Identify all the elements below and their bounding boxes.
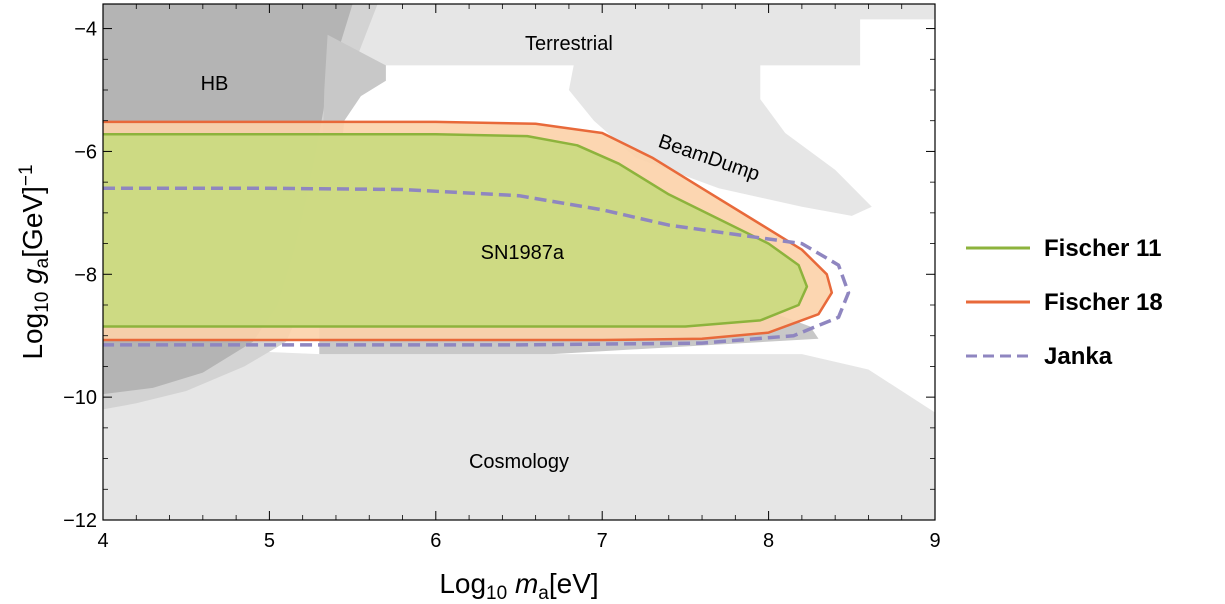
x-tick-label: 5 xyxy=(264,530,275,552)
y-tick-label: −10 xyxy=(63,387,97,409)
x-tick-label: 9 xyxy=(929,530,940,552)
region-beamdump xyxy=(568,4,872,216)
label-cosmology: Cosmology xyxy=(469,451,569,473)
y-tick-label: −12 xyxy=(63,510,97,532)
legend-item-fischer-11: Fischer 11 xyxy=(966,235,1161,262)
series-fill-fischer-11 xyxy=(103,134,807,327)
series-line-janka xyxy=(103,186,851,347)
x-tick-label: 7 xyxy=(597,530,608,552)
legend: Fischer 11 Fischer 18 Janka xyxy=(966,235,1163,370)
y-axis-title: Log10 ga[GeV]−1 xyxy=(16,164,53,359)
legend-item-fischer-18: Fischer 18 xyxy=(966,289,1163,316)
legend-item-janka: Janka xyxy=(966,343,1113,370)
plot-border xyxy=(102,3,936,521)
label-terrestrial: Terrestrial xyxy=(525,33,613,55)
sn1987a-bounds xyxy=(103,120,851,347)
legend-label: Fischer 11 xyxy=(1044,235,1161,262)
series-line-fischer-11 xyxy=(103,132,809,328)
y-tick-label: −6 xyxy=(74,141,97,163)
x-axis-title: Log10 ma[eV] xyxy=(439,568,598,604)
region-cosmology xyxy=(103,344,935,520)
plot-frame xyxy=(102,3,936,521)
x-tick-label: 4 xyxy=(97,530,108,552)
x-tick-label: 8 xyxy=(763,530,774,552)
label-sn1987a: SN1987a xyxy=(481,242,565,264)
axis-ticks: 4 5 6 7 8 9 −12 −10 −8 −6 −4 xyxy=(63,4,941,552)
y-tick-label: −8 xyxy=(74,264,97,286)
label-hb: HB xyxy=(201,73,229,95)
x-tick-label: 6 xyxy=(430,530,441,552)
y-tick-label: −4 xyxy=(74,19,97,41)
legend-label: Janka xyxy=(1044,343,1113,370)
series-line-fischer-18 xyxy=(103,120,834,342)
legend-label: Fischer 18 xyxy=(1044,289,1163,316)
